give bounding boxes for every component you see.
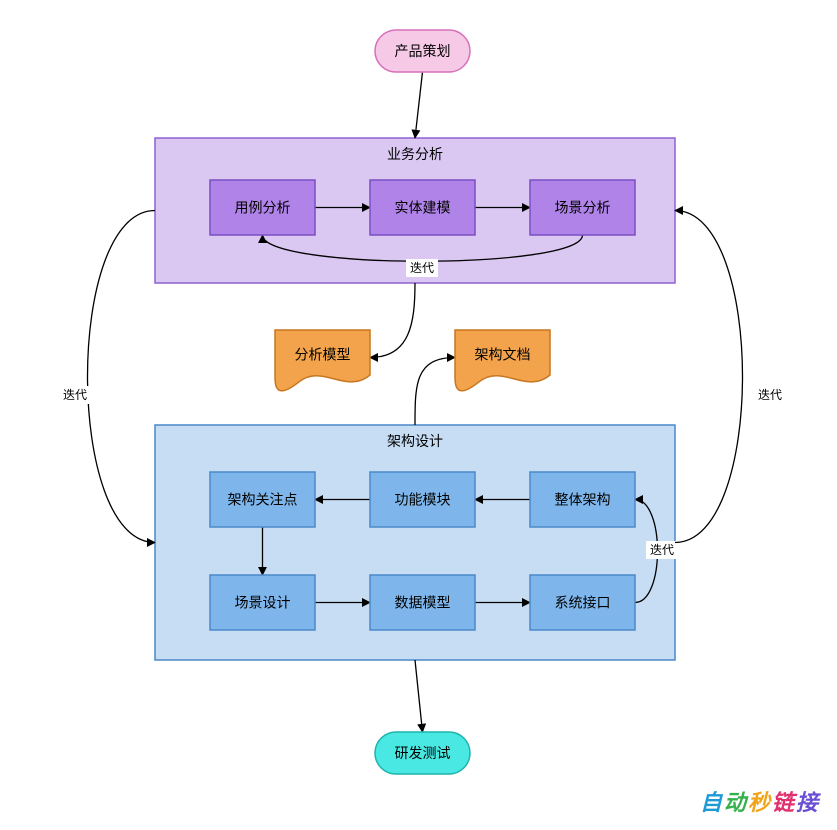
node-entity: 实体建模	[370, 180, 475, 235]
label-sysIf: 系统接口	[555, 595, 611, 611]
edge-label-sysIf-overall: 迭代	[650, 543, 674, 557]
label-useCase: 用例分析	[235, 200, 291, 216]
node-useCase: 用例分析	[210, 180, 315, 235]
node-sysIf: 系统接口	[530, 575, 635, 630]
svg-text:动: 动	[724, 790, 749, 815]
container-title-arch: 架构设计	[387, 433, 443, 449]
label-analysisDoc: 分析模型	[295, 347, 351, 363]
node-scDesign: 场景设计	[210, 575, 315, 630]
label-archDoc: 架构文档	[475, 347, 531, 363]
label-start: 产品策划	[395, 43, 451, 59]
edge-business-analysisDoc	[370, 283, 415, 358]
edge-label-scenario-useCase: 迭代	[410, 261, 434, 275]
edge-start-business	[415, 72, 423, 138]
edge-arch-business	[675, 211, 743, 543]
node-start: 产品策划	[375, 30, 470, 72]
node-scenario: 场景分析	[530, 180, 635, 235]
edge-label-arch-business: 迭代	[758, 388, 782, 402]
label-overall: 整体架构	[555, 492, 611, 508]
label-entity: 实体建模	[395, 200, 451, 216]
node-funcMod: 功能模块	[370, 472, 475, 527]
edge-label-business-arch: 迭代	[63, 388, 87, 402]
node-focus: 架构关注点	[210, 472, 315, 527]
label-scDesign: 场景设计	[235, 595, 291, 611]
svg-text:接: 接	[796, 790, 821, 815]
svg-text:秒: 秒	[748, 790, 772, 815]
watermark: 自动秒链接	[700, 790, 821, 815]
edge-arch-archDoc	[415, 358, 455, 426]
flowchart-canvas: 业务分析架构设计迭代迭代迭代迭代产品策划用例分析实体建模场景分析分析模型架构文档…	[0, 0, 837, 830]
edge-business-arch	[88, 211, 156, 543]
label-dataModel: 数据模型	[395, 595, 451, 611]
node-archDoc: 架构文档	[455, 330, 550, 391]
svg-text:自: 自	[700, 790, 724, 815]
svg-text:链: 链	[772, 790, 798, 815]
label-scenario: 场景分析	[555, 200, 611, 216]
node-analysisDoc: 分析模型	[275, 330, 370, 391]
label-focus: 架构关注点	[228, 492, 298, 508]
label-end: 研发测试	[395, 745, 451, 761]
container-title-business: 业务分析	[387, 146, 443, 162]
node-overall: 整体架构	[530, 472, 635, 527]
node-end: 研发测试	[375, 732, 470, 774]
label-funcMod: 功能模块	[395, 492, 451, 508]
node-dataModel: 数据模型	[370, 575, 475, 630]
edge-arch-end	[415, 660, 423, 732]
